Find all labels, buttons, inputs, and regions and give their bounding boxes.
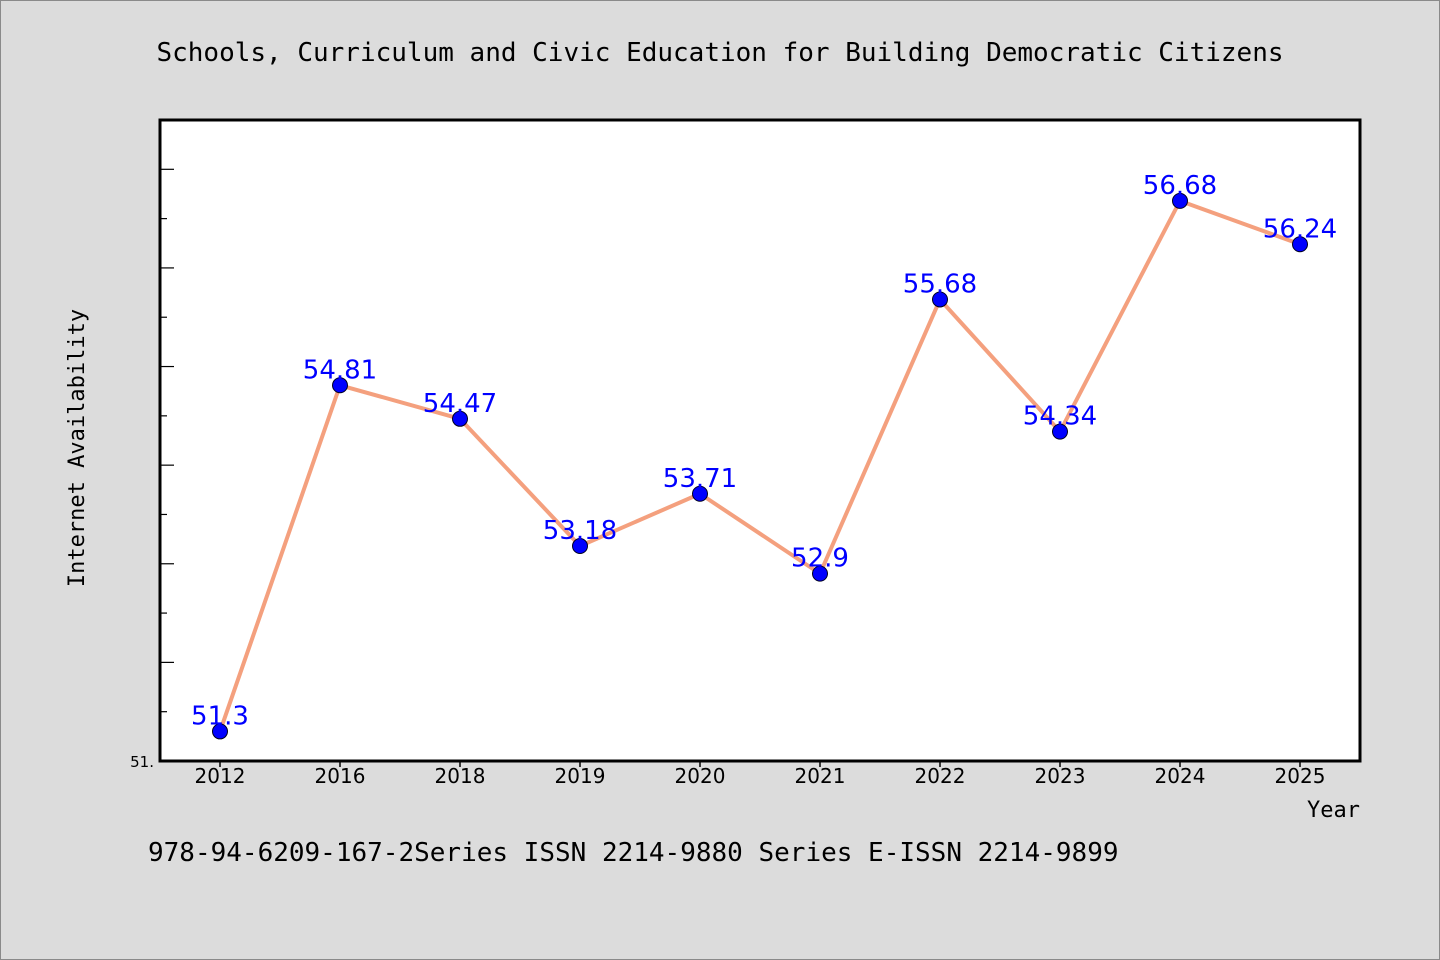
data-label: 56.24 [1263, 214, 1337, 244]
series-group: 51.3 54.81 54.47 53.18 53.71 52.9 55.68 54.34 56… [191, 171, 1337, 740]
data-label: 54.47 [423, 389, 497, 419]
data-point [452, 410, 468, 427]
data-label: 55.68 [903, 269, 977, 299]
data-point [1052, 423, 1068, 440]
data-label: 51.3 [191, 701, 249, 731]
y-axis-ticks [160, 168, 174, 713]
data-point [932, 291, 948, 308]
x-axis-tick-label: 2018 [435, 764, 486, 788]
chart-title: Schools, Curriculum and Civic Education … [156, 38, 1283, 68]
x-axis-tick-label: 2023 [1035, 764, 1086, 788]
x-axis-tick-labels: 2012 2016 2018 2019 2020 2021 2022 2023 2024 2025 [195, 764, 1326, 788]
x-axis-ticks [219, 761, 1301, 767]
plot-area [158, 118, 1362, 763]
x-axis-tick-label: 2024 [1155, 764, 1206, 788]
x-axis-title: Year [1307, 798, 1360, 823]
y-axis-tick-label: 51. [130, 753, 154, 771]
data-point [332, 377, 348, 394]
x-axis-tick-label: 2020 [675, 764, 726, 788]
x-axis-tick-label: 2012 [195, 764, 246, 788]
data-point [1292, 236, 1308, 253]
x-axis-tick-label: 2025 [1275, 764, 1326, 788]
x-axis-tick-label: 2019 [555, 764, 606, 788]
data-point [812, 565, 828, 582]
data-point [692, 485, 708, 502]
data-label: 56.68 [1143, 171, 1217, 201]
data-point [212, 723, 228, 740]
data-label: 53.71 [663, 464, 737, 494]
data-label: 52.9 [791, 544, 849, 574]
data-label: 54.81 [303, 355, 377, 385]
data-point [572, 538, 588, 555]
data-label: 54.34 [1023, 402, 1097, 432]
x-axis-tick-label: 2021 [795, 764, 846, 788]
x-axis-tick-label: 2022 [915, 764, 966, 788]
x-axis-tick-label: 2016 [315, 764, 366, 788]
data-point [1172, 192, 1188, 209]
y-axis-title: Internet Availability [65, 309, 90, 587]
footer-isbn-text: 978-94-6209-167-2Series ISSN 2214-9880 S… [148, 838, 1119, 868]
series-line [218, 198, 1302, 734]
data-label: 53.18 [543, 516, 617, 546]
